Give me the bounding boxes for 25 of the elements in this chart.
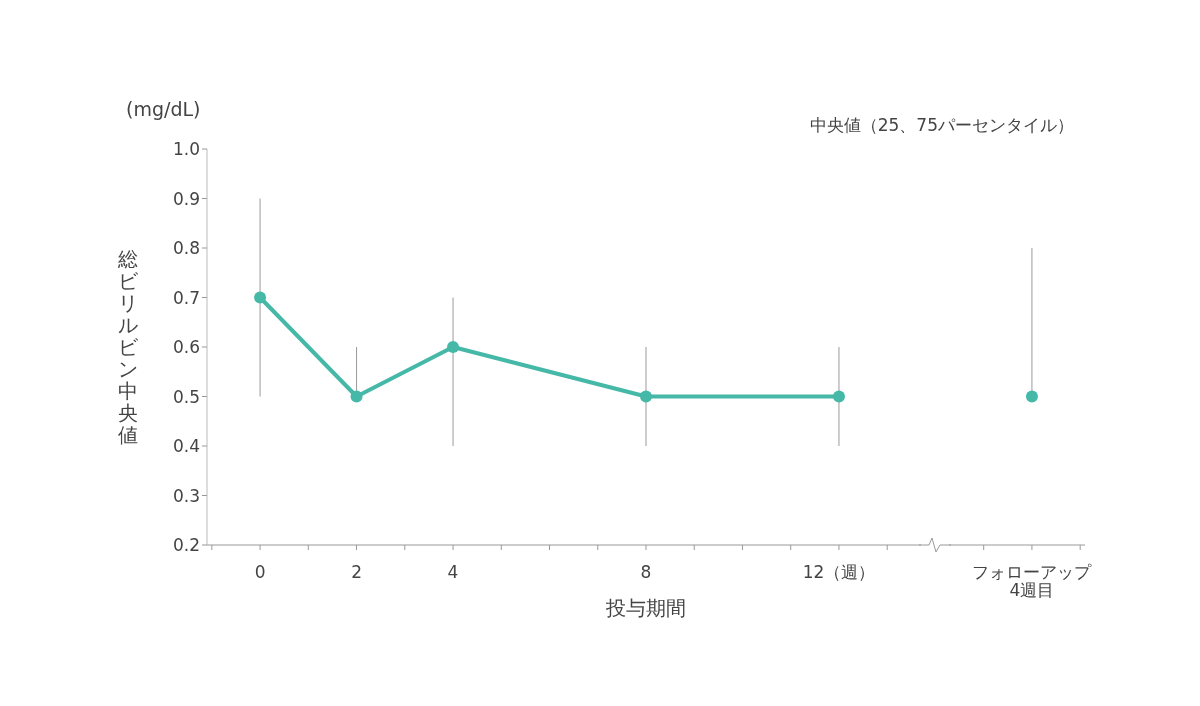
text: 中央値（25、75パーセンタイル） — [809, 114, 1074, 137]
point — [254, 291, 267, 304]
text: (mg/dL) — [126, 98, 201, 120]
point — [832, 390, 845, 403]
x-axis-title: 投与期間 — [605, 596, 686, 620]
y-tick-label: 0.2 — [172, 535, 200, 556]
y-tick-label: 0.4 — [172, 436, 200, 457]
y-tick-label: 0.3 — [172, 485, 200, 506]
x-tick-label: 12（週） — [802, 562, 876, 583]
y-tick-label: 1.0 — [172, 139, 200, 160]
point — [350, 390, 363, 403]
point — [1025, 390, 1038, 403]
x-tick-label: 8 — [640, 562, 652, 583]
x-tick-label: フォローアップ 4週目 — [972, 562, 1093, 600]
x-tick-label: 0 — [254, 562, 266, 583]
y-tick-label: 0.5 — [172, 386, 200, 407]
y-tick-label: 0.7 — [172, 287, 200, 308]
text: 総ビリルビン中央値 — [118, 247, 138, 447]
point — [447, 341, 460, 353]
point — [640, 390, 652, 403]
x-tick-label: 2 — [351, 562, 362, 583]
y-tick-label: 0.8 — [172, 238, 200, 259]
y-tick-label: 0.9 — [172, 188, 200, 209]
x-tick-label: 4 — [447, 562, 459, 583]
y-tick-label: 0.6 — [172, 337, 200, 358]
